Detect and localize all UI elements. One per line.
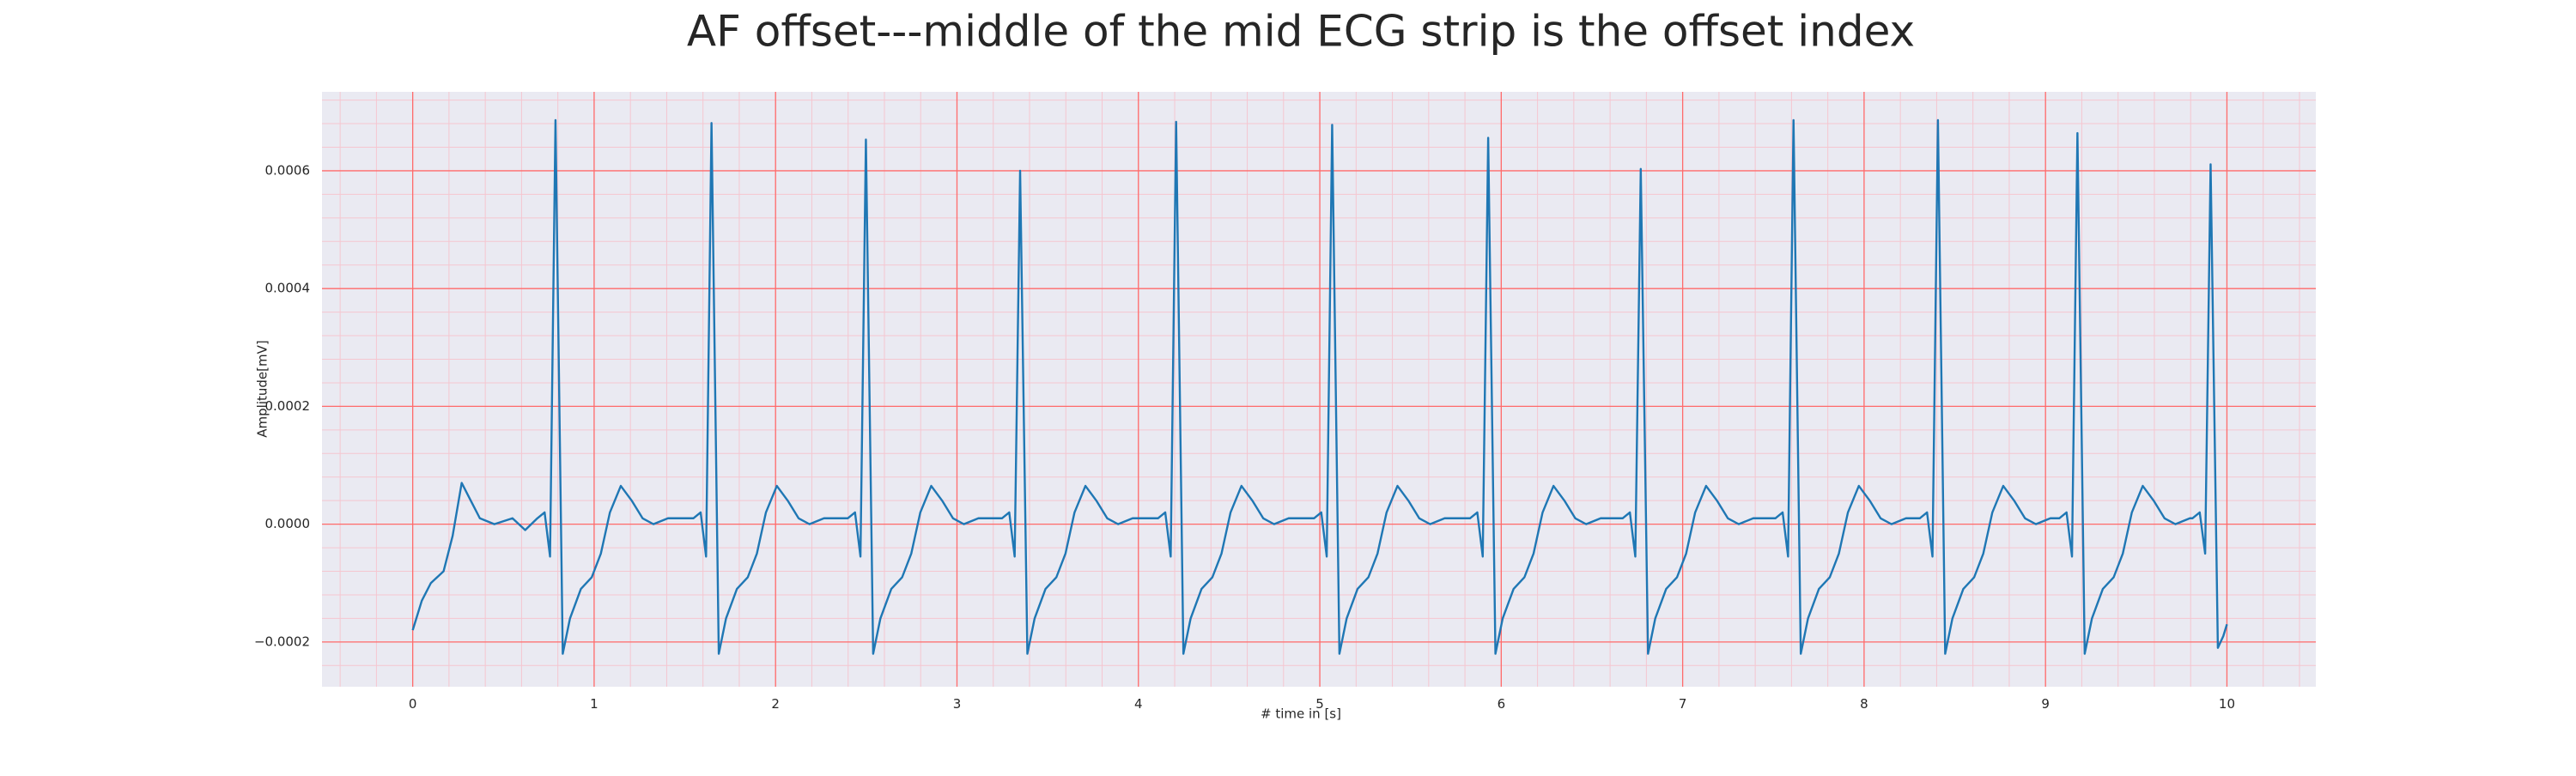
x-tick-label: 9 — [2041, 696, 2050, 712]
y-tick-label: −0.0002 — [254, 634, 310, 649]
plot-background — [322, 92, 2316, 687]
x-tick-label: 3 — [953, 696, 962, 712]
x-tick-label: 1 — [590, 696, 598, 712]
x-tick-label: 8 — [1860, 696, 1868, 712]
y-tick-label: 0.0002 — [265, 398, 311, 414]
y-tick-label: 0.0006 — [265, 162, 311, 178]
x-tick-label: 5 — [1315, 696, 1324, 712]
y-tick-label: 0.0004 — [265, 281, 311, 296]
x-tick-label: 6 — [1498, 696, 1506, 712]
x-tick-label: 10 — [2219, 696, 2235, 712]
x-tick-label: 2 — [771, 696, 780, 712]
x-tick-label: 0 — [409, 696, 417, 712]
y-axis-label: Amplitude[mV] — [255, 340, 270, 437]
ecg-line — [411, 118, 2228, 655]
x-axis-label: # time in [s] — [1261, 706, 1341, 722]
y-tick-label: 0.0000 — [265, 516, 311, 531]
plot-area — [322, 92, 2316, 687]
x-tick-label: 4 — [1134, 696, 1143, 712]
chart-title: AF offset---middle of the mid ECG strip … — [687, 7, 1915, 57]
x-tick-label: 7 — [1679, 696, 1687, 712]
